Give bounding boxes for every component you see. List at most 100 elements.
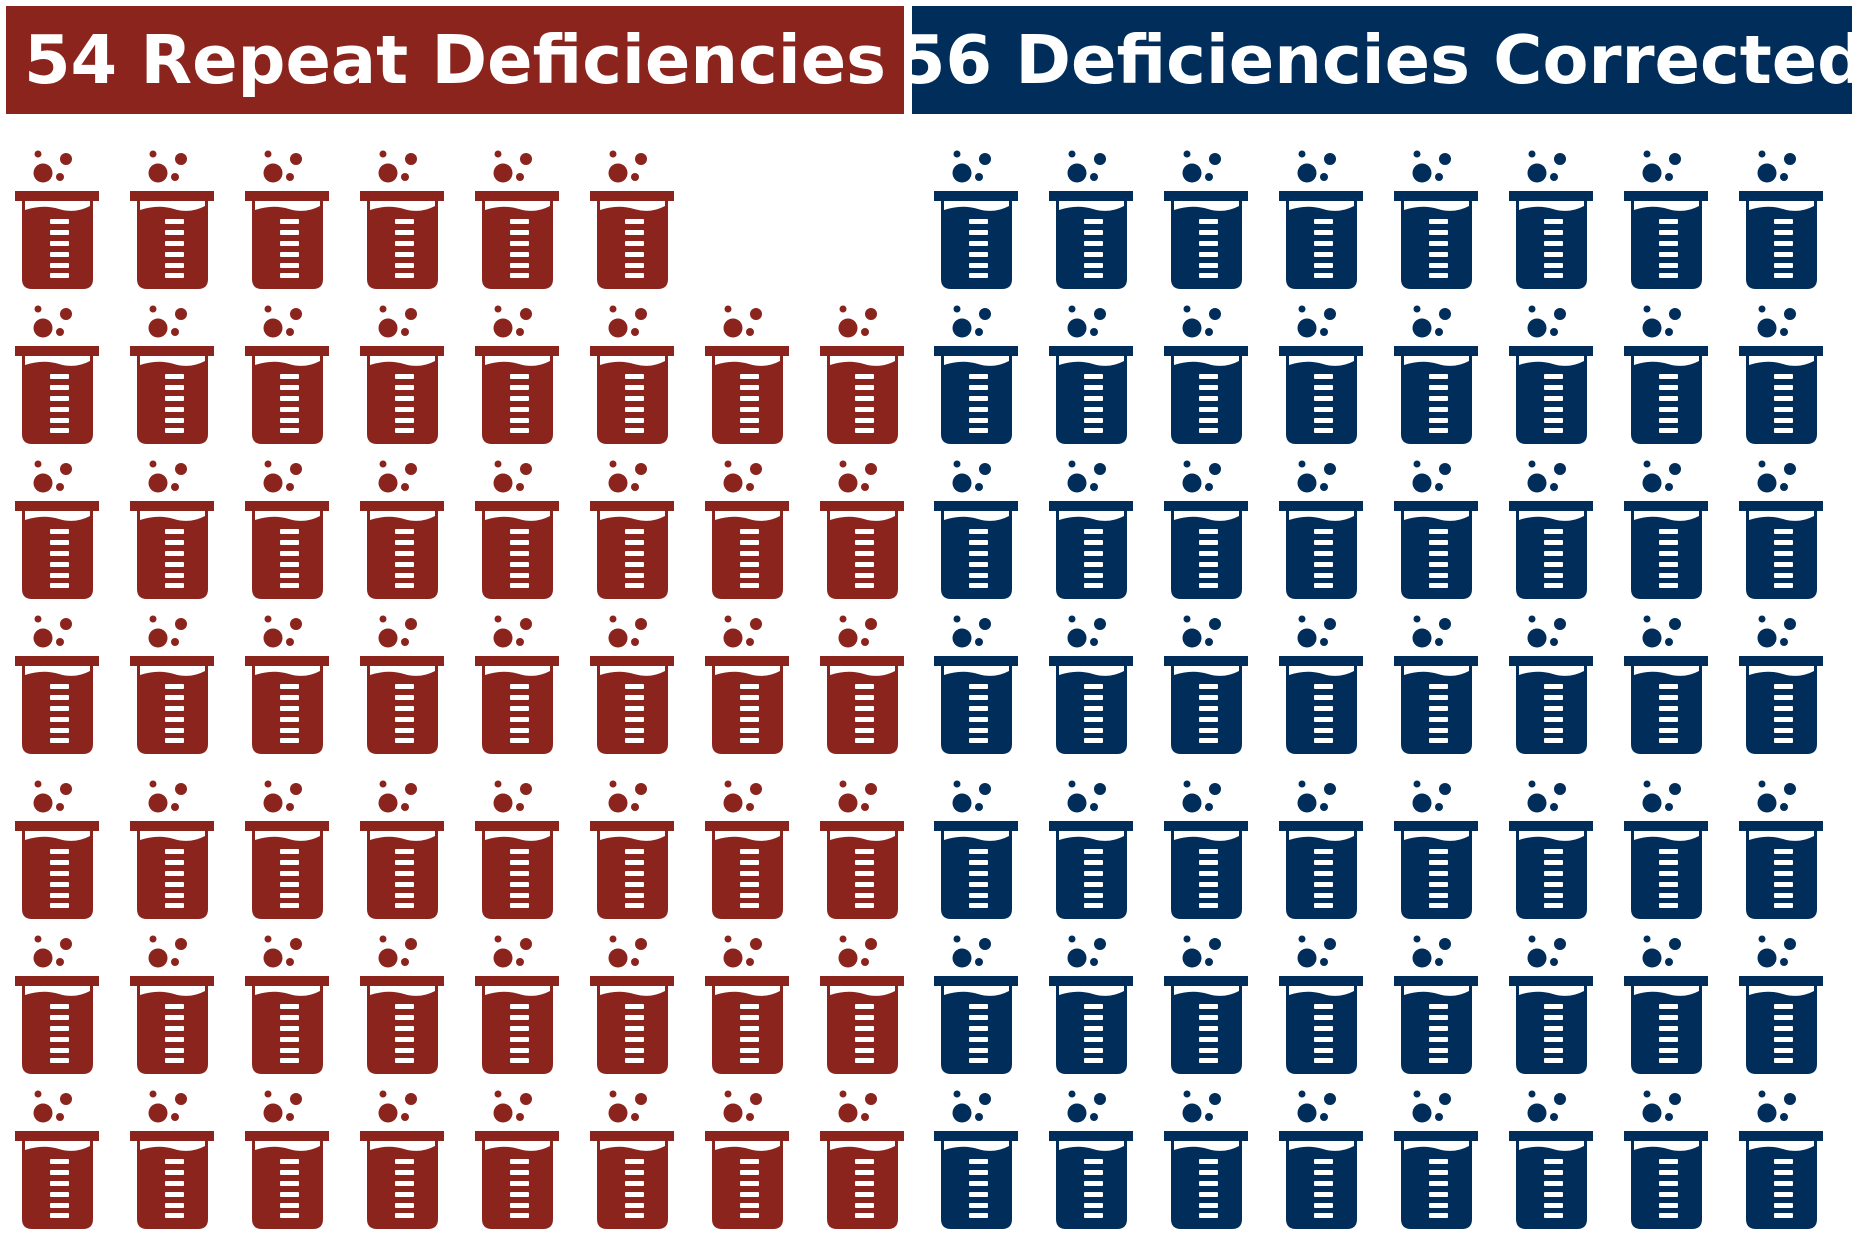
repeat-deficiency-beaker-icon xyxy=(590,460,674,599)
repeat-deficiency-beaker-icon xyxy=(15,460,99,599)
corrected-deficiency-beaker-icon xyxy=(1394,460,1478,599)
repeat-deficiency-beaker-icon xyxy=(130,615,214,754)
repeat-deficiency-beaker-icon xyxy=(130,780,214,919)
repeat-deficiency-beaker-icon xyxy=(475,780,559,919)
repeat-deficiency-beaker-icon xyxy=(360,935,444,1074)
corrected-deficiency-beaker-icon xyxy=(1279,1090,1363,1229)
repeat-deficiency-beaker-icon xyxy=(475,460,559,599)
corrected-deficiency-beaker-icon xyxy=(934,150,1018,289)
repeat-deficiency-beaker-icon xyxy=(705,1090,789,1229)
corrected-deficiency-beaker-icon xyxy=(1279,150,1363,289)
repeat-deficiency-beaker-icon xyxy=(590,935,674,1074)
repeat-deficiency-beaker-icon xyxy=(475,305,559,444)
corrected-deficiency-beaker-icon xyxy=(1394,150,1478,289)
repeat-deficiency-beaker-icon xyxy=(360,305,444,444)
corrected-deficiency-beaker-icon xyxy=(934,615,1018,754)
repeat-deficiency-beaker-icon xyxy=(245,1090,329,1229)
corrected-deficiency-beaker-icon xyxy=(1394,1090,1478,1229)
repeat-deficiency-beaker-icon xyxy=(820,615,904,754)
repeat-deficiency-beaker-icon xyxy=(705,935,789,1074)
corrected-deficiency-beaker-icon xyxy=(1394,935,1478,1074)
repeat-deficiency-beaker-icon xyxy=(360,615,444,754)
repeat-deficiency-beaker-icon xyxy=(475,1090,559,1229)
repeat-deficiency-beaker-icon xyxy=(15,935,99,1074)
corrected-deficiency-beaker-icon xyxy=(1164,780,1248,919)
corrected-deficiency-beaker-icon xyxy=(1049,615,1133,754)
repeat-deficiency-beaker-icon xyxy=(15,305,99,444)
repeat-deficiencies-icons xyxy=(15,150,904,1229)
corrected-deficiency-beaker-icon xyxy=(1049,780,1133,919)
corrected-deficiency-beaker-icon xyxy=(1049,460,1133,599)
repeat-deficiency-beaker-icon xyxy=(15,150,99,289)
repeat-deficiency-beaker-icon xyxy=(820,780,904,919)
repeat-deficiency-beaker-icon xyxy=(15,780,99,919)
corrected-deficiency-beaker-icon xyxy=(1739,935,1823,1074)
repeat-deficiency-beaker-icon xyxy=(820,935,904,1074)
deficiencies-corrected-icons xyxy=(934,150,1823,1229)
repeat-deficiency-beaker-icon xyxy=(590,780,674,919)
repeat-deficiency-beaker-icon xyxy=(245,615,329,754)
repeat-deficiency-beaker-icon xyxy=(590,1090,674,1229)
repeat-deficiency-beaker-icon xyxy=(15,615,99,754)
repeat-deficiency-beaker-icon xyxy=(130,150,214,289)
corrected-deficiency-beaker-icon xyxy=(1279,615,1363,754)
corrected-deficiency-beaker-icon xyxy=(1624,305,1708,444)
corrected-deficiency-beaker-icon xyxy=(1509,780,1593,919)
repeat-deficiency-beaker-icon xyxy=(820,460,904,599)
corrected-deficiency-beaker-icon xyxy=(1624,780,1708,919)
repeat-deficiency-beaker-icon xyxy=(475,150,559,289)
repeat-deficiency-beaker-icon xyxy=(475,935,559,1074)
repeat-deficiency-beaker-icon xyxy=(130,305,214,444)
corrected-deficiency-beaker-icon xyxy=(934,780,1018,919)
corrected-deficiency-beaker-icon xyxy=(1739,780,1823,919)
corrected-deficiency-beaker-icon xyxy=(1739,305,1823,444)
corrected-deficiency-beaker-icon xyxy=(1279,305,1363,444)
repeat-deficiency-beaker-icon xyxy=(245,305,329,444)
repeat-deficiency-beaker-icon xyxy=(705,305,789,444)
corrected-deficiency-beaker-icon xyxy=(1279,780,1363,919)
corrected-deficiency-beaker-icon xyxy=(1624,1090,1708,1229)
repeat-deficiency-beaker-icon xyxy=(705,460,789,599)
repeat-deficiency-beaker-icon xyxy=(245,935,329,1074)
repeat-deficiency-beaker-icon xyxy=(130,935,214,1074)
corrected-deficiency-beaker-icon xyxy=(1049,935,1133,1074)
corrected-deficiency-beaker-icon xyxy=(1394,615,1478,754)
repeat-deficiency-beaker-icon xyxy=(245,460,329,599)
corrected-deficiency-beaker-icon xyxy=(934,305,1018,444)
repeat-deficiency-beaker-icon xyxy=(475,615,559,754)
repeat-deficiency-beaker-icon xyxy=(590,305,674,444)
corrected-deficiency-beaker-icon xyxy=(934,935,1018,1074)
repeat-deficiency-beaker-icon xyxy=(245,150,329,289)
corrected-deficiency-beaker-icon xyxy=(934,460,1018,599)
corrected-deficiency-beaker-icon xyxy=(1164,305,1248,444)
repeat-deficiency-beaker-icon xyxy=(130,460,214,599)
repeat-deficiency-beaker-icon xyxy=(360,460,444,599)
corrected-deficiency-beaker-icon xyxy=(1509,305,1593,444)
repeat-deficiency-beaker-icon xyxy=(15,1090,99,1229)
corrected-deficiency-beaker-icon xyxy=(1739,460,1823,599)
corrected-deficiency-beaker-icon xyxy=(1164,615,1248,754)
repeat-deficiency-beaker-icon xyxy=(590,150,674,289)
corrected-deficiency-beaker-icon xyxy=(1739,150,1823,289)
corrected-deficiency-beaker-icon xyxy=(1739,1090,1823,1229)
repeat-deficiency-beaker-icon xyxy=(360,1090,444,1229)
deficiencies-corrected-banner: 56 Deficiencies Corrected xyxy=(912,6,1852,114)
repeat-deficiency-beaker-icon xyxy=(705,615,789,754)
corrected-deficiency-beaker-icon xyxy=(934,1090,1018,1229)
repeat-deficiency-beaker-icon xyxy=(590,615,674,754)
repeat-deficiency-beaker-icon xyxy=(360,780,444,919)
corrected-deficiency-beaker-icon xyxy=(1509,460,1593,599)
corrected-deficiency-beaker-icon xyxy=(1509,150,1593,289)
corrected-deficiency-beaker-icon xyxy=(1164,150,1248,289)
corrected-deficiency-beaker-icon xyxy=(1279,460,1363,599)
corrected-deficiency-beaker-icon xyxy=(1624,150,1708,289)
corrected-deficiency-beaker-icon xyxy=(1279,935,1363,1074)
repeat-deficiency-beaker-icon xyxy=(245,780,329,919)
corrected-deficiency-beaker-icon xyxy=(1509,935,1593,1074)
corrected-deficiency-beaker-icon xyxy=(1164,935,1248,1074)
corrected-deficiency-beaker-icon xyxy=(1049,305,1133,444)
repeat-deficiencies-banner: 54 Repeat Deficiencies xyxy=(6,6,904,114)
corrected-deficiency-beaker-icon xyxy=(1164,460,1248,599)
repeat-deficiency-beaker-icon xyxy=(130,1090,214,1229)
